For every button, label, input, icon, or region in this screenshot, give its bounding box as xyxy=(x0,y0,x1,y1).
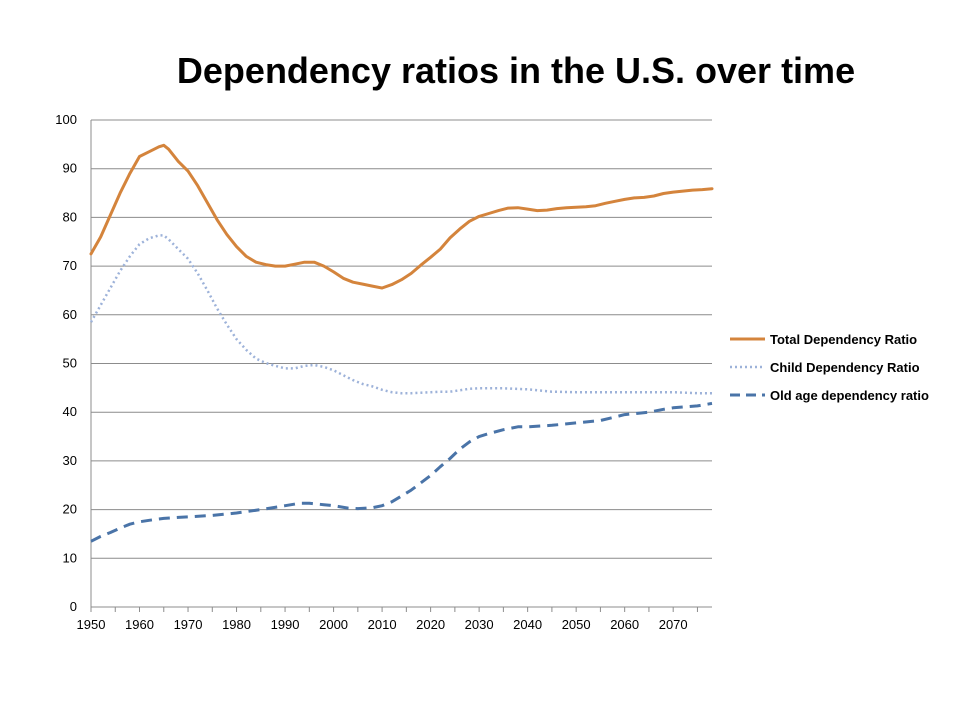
series-lines xyxy=(89,143,714,543)
series-line-2 xyxy=(89,234,712,395)
x-tick-label: 1980 xyxy=(222,617,251,632)
x-tick-label: 1990 xyxy=(271,617,300,632)
y-tick-label: 10 xyxy=(63,550,77,565)
y-tick-label: 50 xyxy=(63,356,77,371)
series-line-1 xyxy=(89,143,714,290)
legend-label-3: Old age dependency ratio xyxy=(770,388,929,403)
x-tick-label: 1960 xyxy=(125,617,154,632)
y-tick-label: 30 xyxy=(63,453,77,468)
series-line-3 xyxy=(90,401,713,543)
x-tick-label: 2060 xyxy=(610,617,639,632)
x-tick-label: 1970 xyxy=(174,617,203,632)
legend: Total Dependency Ratio Child Dependency R… xyxy=(730,332,929,403)
x-tick-label: 1950 xyxy=(77,617,106,632)
x-tick-label: 2000 xyxy=(319,617,348,632)
x-tick-label: 2050 xyxy=(562,617,591,632)
y-tick-label: 90 xyxy=(63,161,77,176)
y-tick-label: 0 xyxy=(70,599,77,614)
x-tick-label: 2020 xyxy=(416,617,445,632)
x-tick-label: 2040 xyxy=(513,617,542,632)
legend-label-2: Child Dependency Ratio xyxy=(770,360,920,375)
y-tick-label: 60 xyxy=(63,307,77,322)
y-tick-label: 40 xyxy=(63,404,77,419)
grid xyxy=(91,119,712,608)
x-tick-label: 2070 xyxy=(659,617,688,632)
y-tick-label: 70 xyxy=(63,258,77,273)
x-tick-label: 2010 xyxy=(368,617,397,632)
x-tick-label: 2030 xyxy=(465,617,494,632)
chart-title: Dependency ratios in the U.S. over time xyxy=(176,50,856,91)
y-tick-label: 100 xyxy=(55,112,77,127)
y-tick-label: 80 xyxy=(63,209,77,224)
y-tick-label: 20 xyxy=(63,502,77,517)
legend-label-1: Total Dependency Ratio xyxy=(770,332,917,347)
